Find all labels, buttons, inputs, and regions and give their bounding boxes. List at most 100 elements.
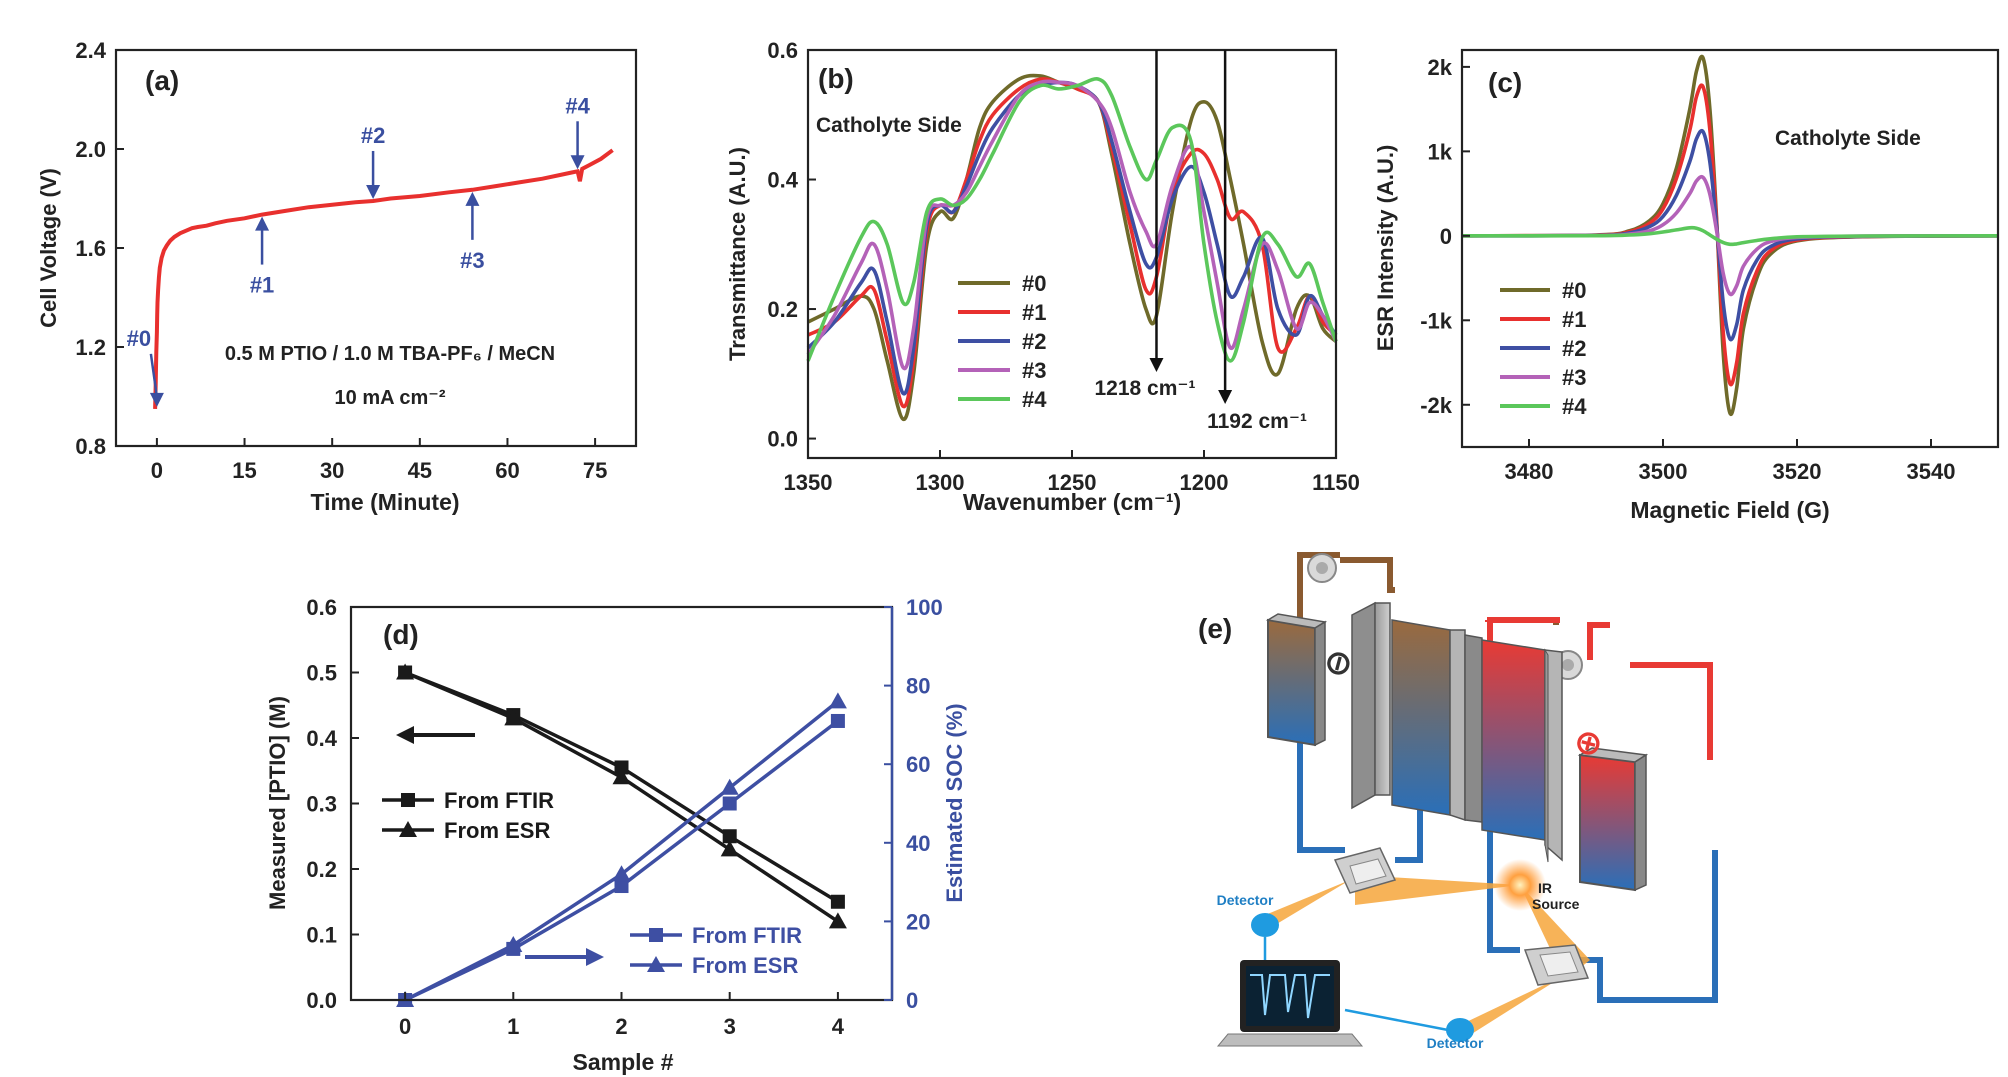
panel-c-ylabel: ESR Intensity (A.U.) xyxy=(1373,145,1398,352)
panel-d-right-series-0-point xyxy=(722,796,737,811)
panel-b-reference-arrowhead xyxy=(1149,358,1164,372)
panel-c-legend-label: #3 xyxy=(1562,365,1586,390)
panel-b-x-tick-label: 1150 xyxy=(1312,470,1360,495)
panel-a-marker-arrowhead xyxy=(149,392,164,407)
panel-d-y-tick-label: 0.5 xyxy=(306,661,337,686)
panel-d-y-tick-label: 0.3 xyxy=(306,792,337,817)
panel-a-marker-label: #3 xyxy=(460,248,484,273)
panel-c-legend-label: #1 xyxy=(1562,307,1586,332)
panel-d-y2-ticks: 0 20 40 60 80 100 xyxy=(884,595,943,1013)
panel-d-right-series-1-point xyxy=(612,865,631,882)
panel-a-marker-label: #0 xyxy=(127,326,151,351)
panel-d-legend-marker xyxy=(399,821,417,837)
panel-d-y-ticks: 0.0 0.1 0.2 0.3 0.4 0.5 0.6 xyxy=(306,595,359,1013)
panel-b-legend-label: #1 xyxy=(1022,300,1046,325)
panel-d-y-tick-label: 0.2 xyxy=(306,857,337,882)
detector-left-icon xyxy=(1251,913,1279,937)
panel-d-plot xyxy=(396,663,847,1007)
panel-d-legend-label: From FTIR xyxy=(692,923,802,948)
panel-c-x-tick-label: 3520 xyxy=(1773,459,1822,484)
detector-left-label: Detector xyxy=(1217,892,1274,908)
panel-a-x-tick-label: 45 xyxy=(408,458,432,483)
panel-a-xlabel: Time (Minute) xyxy=(310,489,459,515)
panel-d-right-series-1-point xyxy=(828,692,847,709)
panel-d-left-series-1-point xyxy=(504,709,523,726)
panel-b-plot xyxy=(806,73,1338,421)
panel-d-x-tick-label: 3 xyxy=(724,1014,736,1039)
panel-c-y-tick-label: 1k xyxy=(1428,139,1453,164)
panel-d-right-series-1-point xyxy=(720,778,739,795)
panel-b-xlabel: Wavenumber (cm⁻¹) xyxy=(963,489,1181,515)
panel-b-legend: #0 #1 #2 #3 #4 xyxy=(958,271,1047,412)
panel-d-x-tick-label: 2 xyxy=(615,1014,627,1039)
panel-d-legend-marker xyxy=(649,928,663,942)
panel-b-x-ticks: 1350 1300 1250 1200 1150 xyxy=(784,450,1360,495)
panel-c-label: (c) xyxy=(1488,67,1522,98)
panel-a-x-ticks: 0 15 30 45 60 75 xyxy=(151,438,607,483)
panel-d-y-tick-label: 0.4 xyxy=(306,726,337,751)
panel-d-left-series-1-point xyxy=(396,663,415,680)
panel-d-right-series-0-point xyxy=(830,713,845,728)
panel-d-y2-tick-label: 0 xyxy=(906,988,918,1013)
pump-left-icon xyxy=(1307,553,1337,583)
ir-source-label-1: IR xyxy=(1538,880,1552,896)
panel-c-legend: #0 #1 #2 #3 #4 xyxy=(1500,278,1587,419)
panel-b-reference-label: 1192 cm⁻¹ xyxy=(1207,410,1307,433)
panel-c-x-tick-label: 3480 xyxy=(1505,459,1554,484)
panel-a-annotation-1: 0.5 M PTIO / 1.0 M TBA-PF₆ / MeCN xyxy=(225,343,555,365)
panel-a-y-tick-label: 2.4 xyxy=(75,38,106,63)
panel-b-side-label: Catholyte Side xyxy=(816,114,962,137)
panel-d-y2-tick-label: 20 xyxy=(906,909,930,934)
panel-c-x-tick-label: 3540 xyxy=(1907,459,1956,484)
panel-c-x-ticks: 3480 3500 3520 3540 xyxy=(1505,439,1956,484)
panel-a-marker-arrow xyxy=(149,353,159,398)
panel-c-y-tick-label: -2k xyxy=(1420,393,1453,418)
panel-c-y-ticks: -2k -1k 0 1k 2k xyxy=(1420,55,1470,418)
panel-d-left-series-0-point xyxy=(830,894,845,909)
panel-b-ylabel: Transmittance (A.U.) xyxy=(725,147,750,361)
panel-a-x-tick-label: 75 xyxy=(583,458,607,483)
panel-b-series-n4 xyxy=(806,77,1338,363)
panel-a-marker-arrowhead xyxy=(570,155,585,170)
panel-d-right-series-1-point xyxy=(504,935,523,952)
panel-a-series-line xyxy=(153,148,614,409)
panel-a-y-tick-label: 1.2 xyxy=(75,335,106,360)
panel-d-y2-tick-label: 40 xyxy=(906,831,930,856)
panel-c-legend-label: #4 xyxy=(1562,394,1587,419)
panel-d-x-tick-label: 4 xyxy=(832,1014,845,1039)
ir-flow-cell-top xyxy=(1333,847,1397,894)
panel-d-legend-label: From ESR xyxy=(444,818,550,843)
panel-a-marker-arrowhead xyxy=(255,216,270,231)
panel-a-label: (a) xyxy=(145,65,179,96)
panel-d-x-ticks: 0 1 2 3 4 xyxy=(399,992,845,1039)
panel-d-y2-tick-label: 100 xyxy=(906,595,943,620)
panel-a-y-ticks: 0.8 1.2 1.6 2.0 2.4 xyxy=(75,38,124,459)
panel-b-legend-label: #0 xyxy=(1022,271,1046,296)
flow-cell-stack xyxy=(1351,601,1563,863)
panel-c-legend-label: #0 xyxy=(1562,278,1586,303)
panel-a-marker-label: #2 xyxy=(361,123,385,148)
panel-d-x-tick-label: 0 xyxy=(399,1014,411,1039)
panel-a-voltage-chart: (a) 0 15 30 45 60 75 0.8 1.2 1.6 2.0 2.4 Time (Mi… xyxy=(36,38,638,515)
panel-b-x-tick-label: 1300 xyxy=(916,470,965,495)
panel-c-frame xyxy=(1460,48,2000,449)
panel-c-y-tick-label: -1k xyxy=(1420,308,1453,333)
panel-d-left-series-0-point xyxy=(614,760,629,775)
panel-d-legend-marker xyxy=(647,956,665,972)
positive-symbol: ⊕ xyxy=(1566,725,1610,762)
panel-d-y-tick-label: 0.0 xyxy=(306,988,337,1013)
laptop-icon xyxy=(1216,960,1364,1047)
panel-c-series-n3 xyxy=(1461,174,1999,297)
panel-a-markers: #0 #1 #2 #3 #4 xyxy=(127,93,591,407)
panel-d-ylabel: Measured [PTIO] (M) xyxy=(265,696,290,910)
detector-right-label: Detector xyxy=(1427,1035,1484,1051)
panel-c-xlabel: Magnetic Field (G) xyxy=(1630,497,1829,523)
panel-b-y-ticks: 0.0 0.2 0.4 0.6 xyxy=(767,38,816,452)
panel-b-x-tick-label: 1200 xyxy=(1180,470,1229,495)
ir-source-glow xyxy=(1494,859,1546,911)
panel-a-plot xyxy=(153,148,614,409)
panel-b-reference-arrowhead xyxy=(1218,390,1233,404)
panel-c-y-tick-label: 2k xyxy=(1428,55,1453,80)
panel-d-left-series-1-point xyxy=(612,768,631,785)
